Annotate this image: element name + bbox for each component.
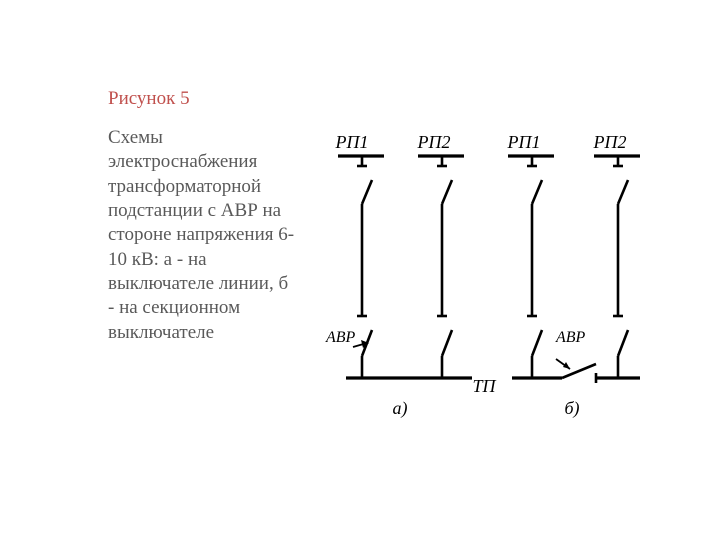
slide: Рисунок 5 Схемы электроснабжения трансфо… <box>0 0 720 540</box>
svg-text:РП2: РП2 <box>593 132 627 152</box>
svg-text:ТП: ТП <box>472 376 496 396</box>
svg-text:АВР: АВР <box>555 329 586 346</box>
svg-text:б): б) <box>564 398 579 418</box>
schematic-figure: РП1 РП2 РП1 РП2 АВР АВР ТП а) б) <box>316 130 654 418</box>
schematic-svg: РП1 РП2 РП1 РП2 АВР АВР ТП а) б) <box>316 130 654 418</box>
svg-text:РП2: РП2 <box>417 132 451 152</box>
svg-text:РП1: РП1 <box>335 132 369 152</box>
figure-caption: Схемы электроснабжения трансформаторной … <box>108 126 298 345</box>
svg-text:АВР: АВР <box>325 329 356 346</box>
svg-text:РП1: РП1 <box>507 132 541 152</box>
figure-title: Рисунок 5 <box>108 88 190 110</box>
svg-text:а): а) <box>393 398 408 418</box>
